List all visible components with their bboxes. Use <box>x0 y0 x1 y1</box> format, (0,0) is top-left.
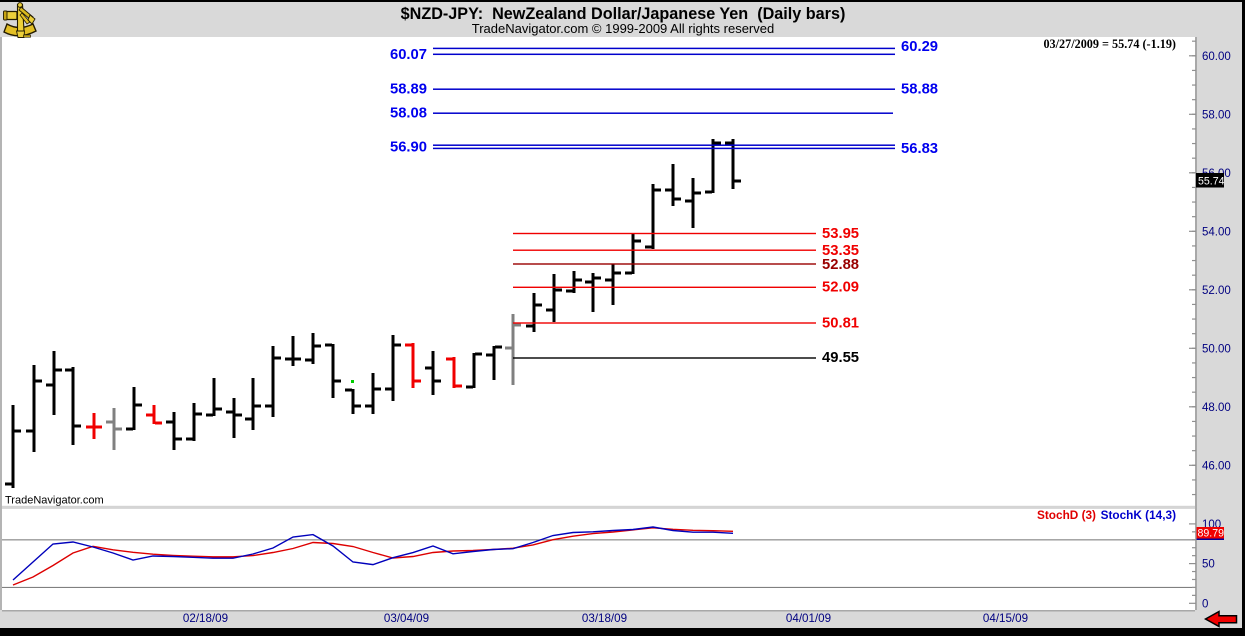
svg-text:03/18/09: 03/18/09 <box>582 612 627 625</box>
svg-text:0: 0 <box>1202 598 1208 610</box>
svg-text:50.00: 50.00 <box>1202 343 1231 355</box>
svg-text:50.81: 50.81 <box>822 316 859 332</box>
svg-text:55.74: 55.74 <box>1198 175 1225 187</box>
svg-text:46.00: 46.00 <box>1202 460 1231 472</box>
svg-text:52.09: 52.09 <box>822 280 859 296</box>
svg-text:04/15/09: 04/15/09 <box>983 612 1028 625</box>
svg-text:48.00: 48.00 <box>1202 402 1231 414</box>
svg-text:58.89: 58.89 <box>390 81 427 97</box>
svg-text:04/01/09: 04/01/09 <box>786 612 831 625</box>
svg-text:60.07: 60.07 <box>390 47 427 63</box>
svg-text:60.00: 60.00 <box>1202 51 1231 63</box>
svg-text:$NZD-JPY: NewZealand Dollar/J: $NZD-JPY: NewZealand Dollar/Japanese Yen… <box>401 5 846 23</box>
svg-text:53.95: 53.95 <box>822 226 859 242</box>
svg-text:60.29: 60.29 <box>901 39 938 55</box>
svg-text:89.79: 89.79 <box>1198 528 1225 540</box>
svg-text:02/18/09: 02/18/09 <box>183 612 228 625</box>
svg-text:50: 50 <box>1202 559 1215 571</box>
svg-text:49.55: 49.55 <box>822 350 859 366</box>
svg-text:56.90: 56.90 <box>390 139 427 155</box>
svg-text:03/04/09: 03/04/09 <box>384 612 429 625</box>
svg-text:58.08: 58.08 <box>390 106 427 122</box>
svg-text:TradeNavigator.com: TradeNavigator.com <box>5 495 104 507</box>
svg-text:53.35: 53.35 <box>822 243 859 259</box>
svg-text:54.00: 54.00 <box>1202 226 1231 238</box>
svg-text:StochD (3): StochD (3) <box>1037 508 1096 522</box>
svg-text:58.00: 58.00 <box>1202 109 1231 121</box>
svg-text:58.88: 58.88 <box>901 81 938 97</box>
svg-text:03/27/2009 = 55.74 (-1.19): 03/27/2009 = 55.74 (-1.19) <box>1043 37 1176 51</box>
svg-text:TradeNavigator.com © 1999-2009: TradeNavigator.com © 1999-2009 All right… <box>472 21 774 36</box>
svg-text:56.83: 56.83 <box>901 141 938 157</box>
svg-text:52.00: 52.00 <box>1202 285 1231 297</box>
svg-text:52.88: 52.88 <box>822 257 859 273</box>
svg-text:StochK (14,3): StochK (14,3) <box>1101 508 1176 522</box>
